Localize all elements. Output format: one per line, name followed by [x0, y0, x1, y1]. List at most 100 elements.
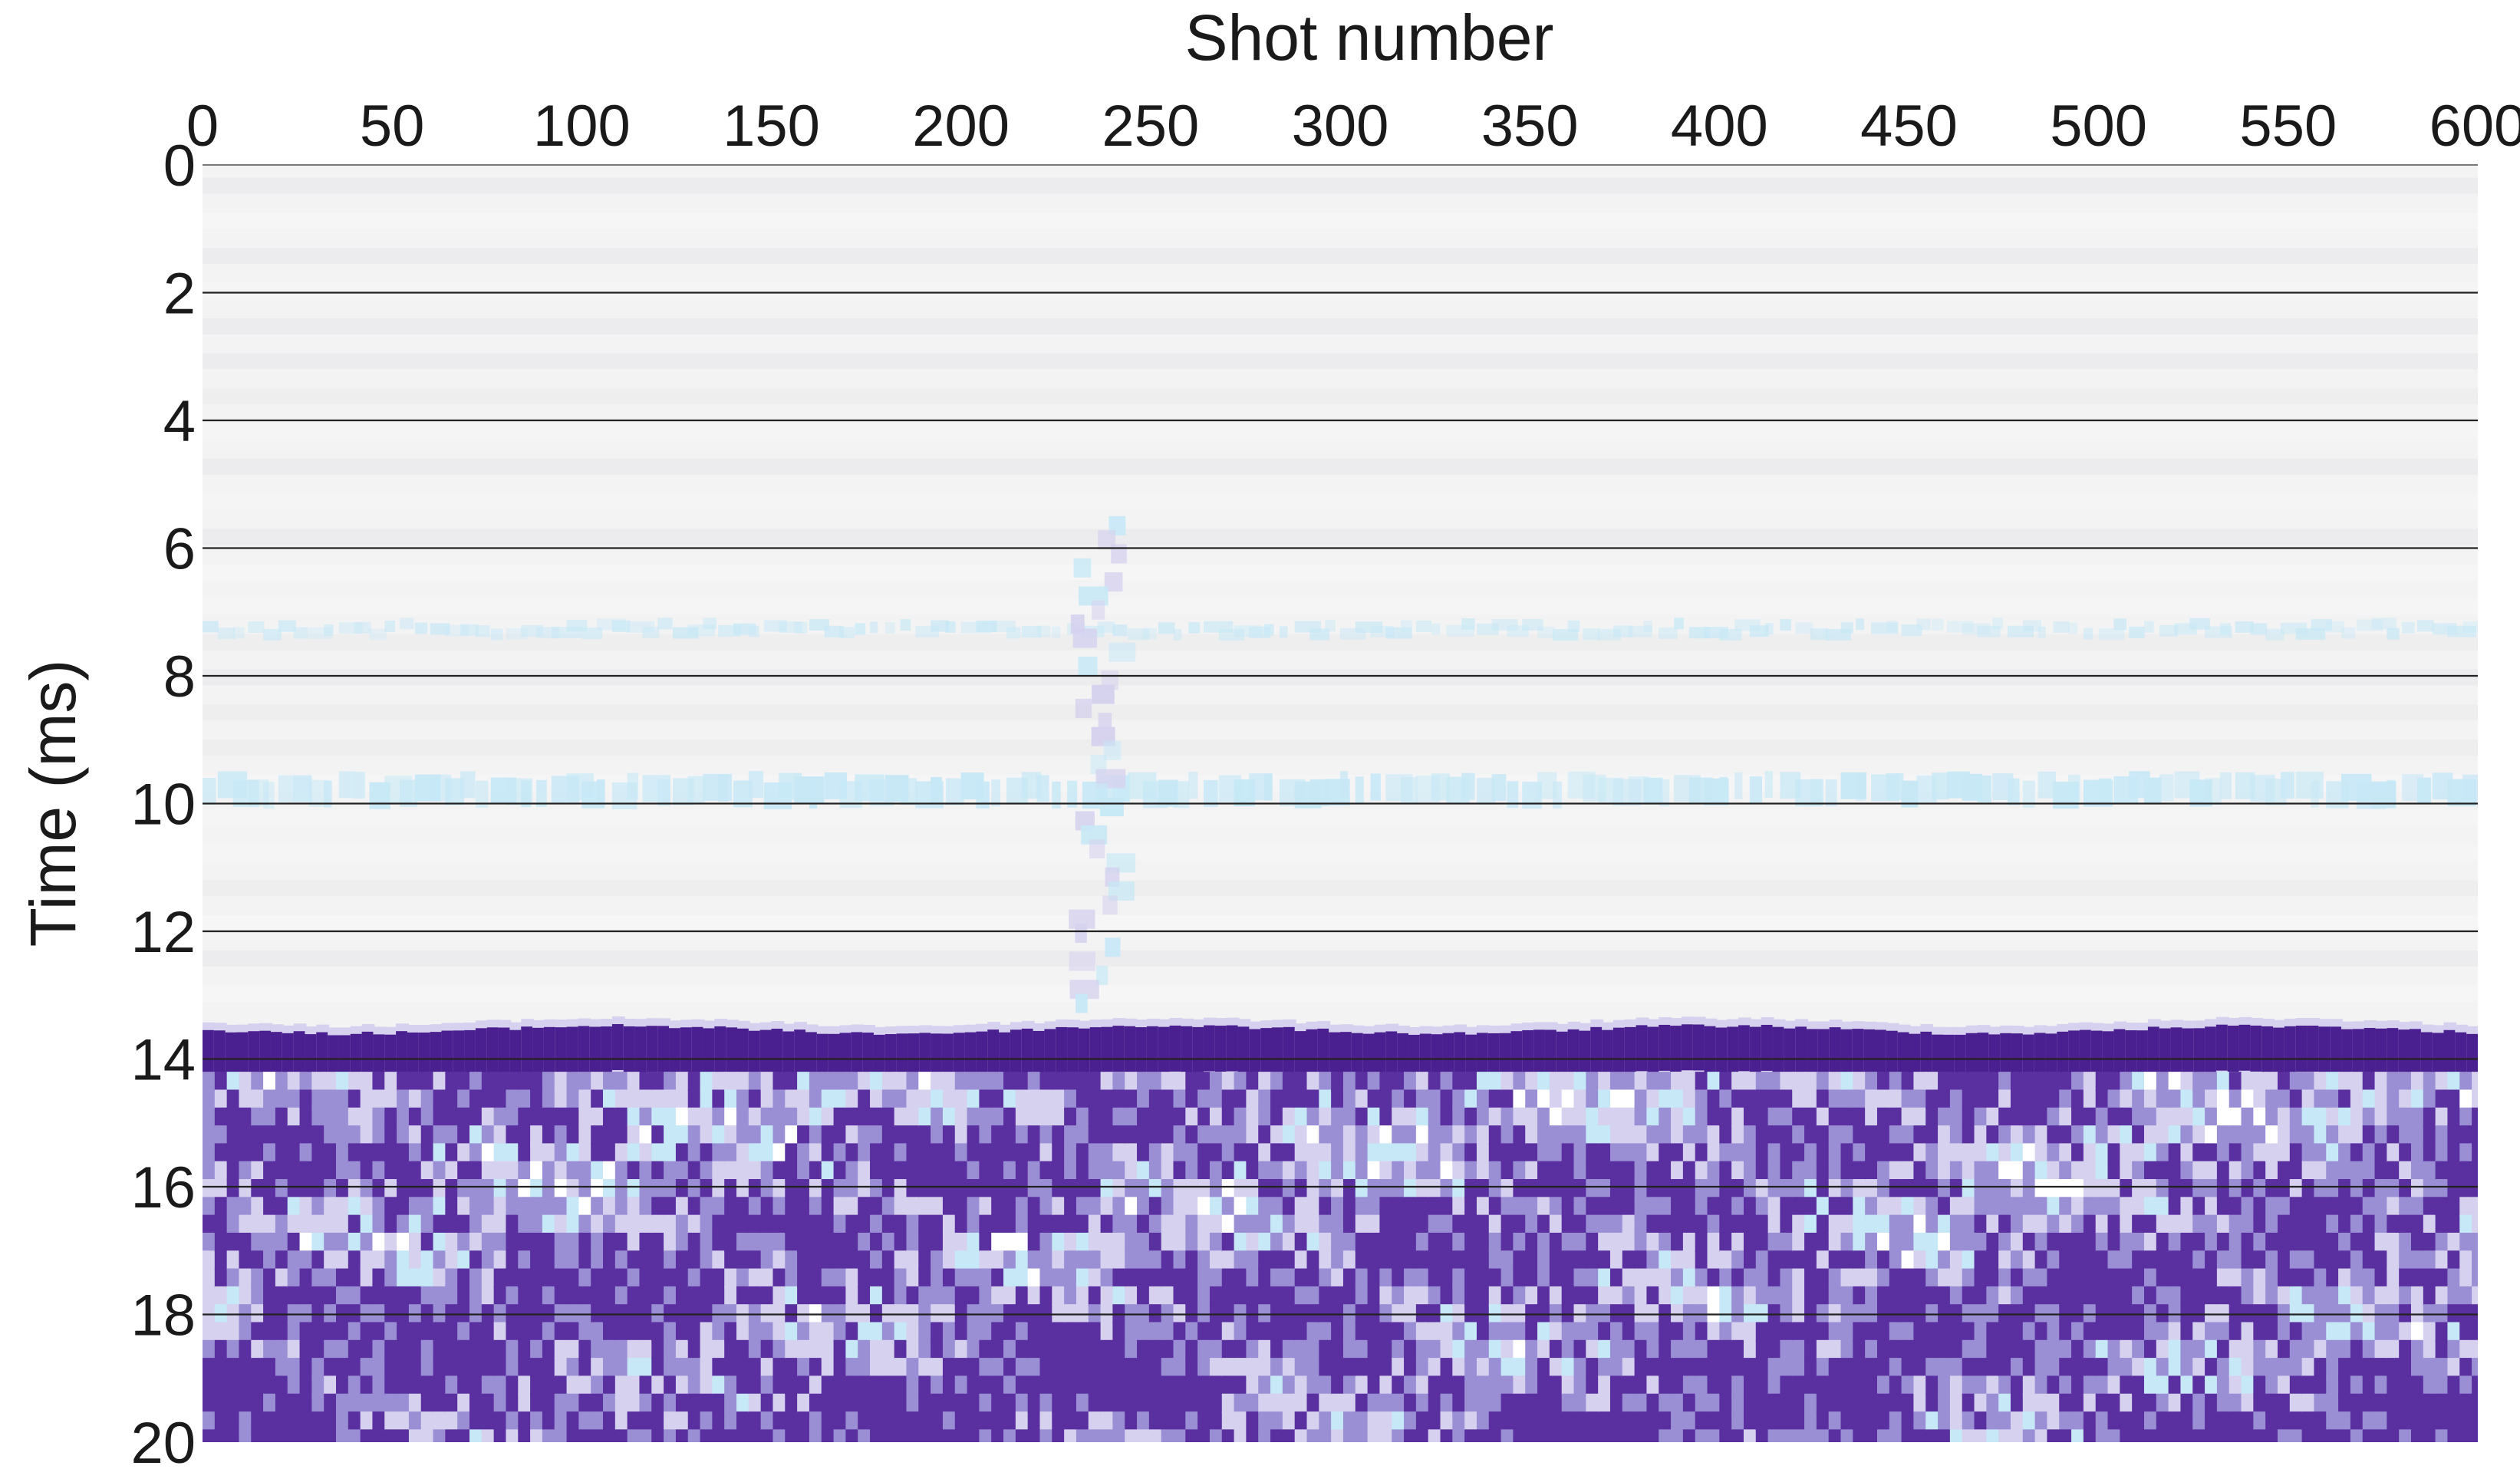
noise-cell [2253, 1143, 2267, 1163]
noise-cell [1840, 1358, 1854, 1378]
noise-cell [603, 1072, 617, 1092]
noise-cell [1634, 1179, 1648, 1198]
noise-cell [360, 1393, 374, 1413]
noise-cell [1428, 1411, 1441, 1431]
noise-cell [675, 1339, 690, 1359]
reflection-speck [2462, 621, 2478, 633]
noise-cell [578, 1179, 592, 1198]
noise-cell [967, 1286, 980, 1306]
noise-cell [1088, 1411, 1102, 1431]
noise-cell [942, 1143, 957, 1163]
noise-cell [1392, 1393, 1405, 1413]
noise-cell [2192, 1232, 2206, 1252]
x-tick-label: 0 [186, 94, 219, 159]
noise-cell [1319, 1107, 1332, 1127]
noise-cell [518, 1358, 532, 1378]
noise-cell [906, 1339, 920, 1359]
noise-cell [858, 1179, 871, 1198]
strong-reflection [2011, 1033, 2024, 1080]
noise-cell [1294, 1232, 1308, 1252]
noise-cell [881, 1161, 896, 1181]
noise-cell [2447, 1339, 2461, 1359]
noise-cell [2095, 1214, 2110, 1234]
noise-cell [324, 1179, 338, 1198]
noise-cell [2472, 1429, 2478, 1442]
reflection-speck [763, 620, 787, 632]
noise-cell [1646, 1143, 1660, 1163]
noise-cell [1258, 1214, 1272, 1234]
noise-cell [299, 1143, 313, 1163]
noise-cell [530, 1250, 544, 1270]
noise-cell [2241, 1197, 2255, 1217]
noise-cell [1525, 1232, 1539, 1252]
noise-cell [2350, 1429, 2364, 1442]
noise-cell [1719, 1179, 1733, 1198]
strong-reflection [1670, 1026, 1683, 1072]
noise-cell [1488, 1125, 1503, 1145]
noise-cell [1027, 1358, 1041, 1378]
noise-cell [2180, 1286, 2194, 1306]
noise-cell [1452, 1411, 1466, 1431]
noise-cell [1464, 1232, 1478, 1252]
noise-cell [299, 1429, 313, 1442]
noise-cell [2301, 1072, 2315, 1092]
noise-cell [954, 1322, 969, 1342]
strong-reflection [2364, 1028, 2377, 1074]
noise-cell [967, 1375, 980, 1395]
noise-cell [408, 1429, 423, 1442]
strong-reflection [1146, 1026, 1160, 1072]
noise-cell [1088, 1268, 1102, 1288]
noise-cell [918, 1089, 932, 1109]
noise-cell [1404, 1375, 1418, 1395]
noise-cell [336, 1411, 350, 1431]
noise-cell [1125, 1339, 1138, 1359]
noise-cell [251, 1411, 265, 1431]
noise-cell [1962, 1143, 1976, 1163]
noise-cell [1573, 1358, 1587, 1378]
noise-cell [372, 1089, 386, 1109]
noise-cell [2192, 1375, 2206, 1395]
reflection-speck [2295, 628, 2326, 640]
noise-cell [1780, 1107, 1794, 1127]
noise-cell [360, 1322, 374, 1342]
noise-cell [542, 1107, 556, 1127]
noise-cell [870, 1393, 884, 1413]
noise-cell [2459, 1393, 2473, 1413]
noise-cell [1622, 1286, 1636, 1306]
noise-cell [1925, 1268, 1939, 1288]
noise-cell [433, 1161, 446, 1181]
noise-cell [1173, 1161, 1187, 1181]
reflection-speck [1097, 621, 1115, 634]
noise-cell [1646, 1072, 1660, 1092]
noise-cell [1549, 1214, 1563, 1234]
noise-cell [1598, 1107, 1612, 1127]
strong-reflection [726, 1027, 739, 1074]
noise-cell [1755, 1089, 1770, 1109]
noise-cell [687, 1072, 702, 1092]
noise-cell [700, 1125, 713, 1145]
noise-cell [1828, 1214, 1843, 1234]
noise-cell [1064, 1179, 1078, 1198]
noise-cell [2228, 1179, 2243, 1198]
noise-cell [1355, 1322, 1369, 1342]
noise-cell [1452, 1250, 1466, 1270]
noise-cell [2423, 1143, 2437, 1163]
noise-cell [2120, 1393, 2133, 1413]
noise-cell [348, 1286, 362, 1306]
noise-cell [1671, 1286, 1685, 1306]
noise-cell [918, 1393, 932, 1413]
noise-cell [1404, 1411, 1418, 1431]
noise-cell [614, 1107, 629, 1127]
strong-reflection [623, 1026, 637, 1072]
noise-cell [1415, 1072, 1430, 1092]
noise-cell [408, 1072, 423, 1092]
noise-cell [1513, 1339, 1527, 1359]
reflection-speck [2205, 778, 2222, 805]
noise-cell [1039, 1143, 1053, 1163]
noise-cell [469, 1232, 483, 1252]
noise-cell [1804, 1179, 1818, 1198]
reflection-speck [1977, 775, 1991, 802]
noise-cell [2338, 1339, 2352, 1359]
noise-cell [1755, 1250, 1770, 1270]
noise-cell [481, 1286, 496, 1306]
